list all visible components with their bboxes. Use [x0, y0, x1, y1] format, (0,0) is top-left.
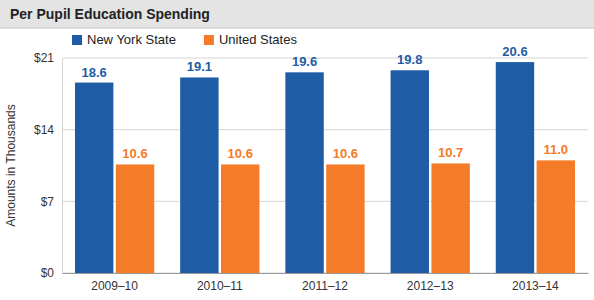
- bar: [285, 72, 323, 273]
- title-bar-border: [0, 28, 594, 29]
- y-tick-label: $0: [41, 266, 55, 280]
- x-tick: 2012–13: [407, 273, 454, 293]
- bar-series: [116, 160, 575, 273]
- bar: [180, 77, 218, 273]
- x-tick-label: 2009–10: [91, 279, 138, 293]
- title: Per Pupil Education Spending: [10, 6, 210, 22]
- legend-item: United States: [204, 32, 298, 47]
- y-axis-title: Amounts in Thousands: [4, 104, 18, 227]
- legend-label: United States: [219, 32, 298, 47]
- y-tick-label: $21: [34, 51, 54, 65]
- bar: [537, 160, 575, 273]
- bar: [116, 164, 154, 273]
- y-tick-label: $14: [34, 123, 54, 137]
- data-label: 20.6: [502, 44, 527, 59]
- y-tick: $7: [41, 195, 62, 209]
- bar: [326, 164, 364, 273]
- y-axis-line: [62, 59, 63, 274]
- data-label: 19.6: [292, 54, 317, 69]
- x-tick: 2010–11: [197, 273, 243, 293]
- data-label: 10.7: [438, 145, 463, 160]
- title-bar: [0, 0, 594, 28]
- bar: [75, 83, 113, 273]
- y-tick-label: $7: [41, 195, 55, 209]
- y-tick: $14: [34, 123, 62, 137]
- bar: [391, 70, 429, 273]
- legend-item: New York State: [72, 32, 176, 47]
- plot: $0$7$14$212009–102010–112011–122012–1320…: [34, 44, 589, 292]
- chart: Per Pupil Education Spending $0 $7 $14 $21 20…: [0, 0, 594, 300]
- data-labels: 10.6 10.6 10.6 10.7 11.0: [122, 142, 568, 161]
- data-label: 11.0: [544, 142, 569, 157]
- legend-swatch: [204, 35, 214, 45]
- x-tick-label: 2013–14: [512, 279, 559, 293]
- x-tick-label: 2012–13: [407, 279, 454, 293]
- grid: [62, 58, 588, 273]
- legend-swatch: [72, 35, 82, 45]
- x-tick: 2013–14: [512, 273, 559, 293]
- y-tick: $21: [34, 51, 62, 65]
- x-tick: 2011–12: [302, 273, 348, 293]
- x-axis-line: [63, 273, 589, 274]
- data-label: 19.1: [187, 59, 212, 74]
- bar: [431, 163, 469, 273]
- legend: New York State United States: [72, 32, 297, 47]
- x-axis: 2009–10 2010–11 2011–12 2012–13 2013–14: [63, 273, 589, 293]
- y-axis: $0 $7 $14 $21: [34, 51, 63, 280]
- bars: [75, 62, 575, 273]
- bar: [496, 62, 534, 273]
- x-tick-label: 2010–11: [197, 279, 243, 293]
- x-tick: 2009–10: [91, 273, 138, 293]
- legend-label: New York State: [87, 32, 176, 47]
- y-tick: $0: [41, 266, 62, 280]
- bar-series: [75, 62, 534, 273]
- data-label: 10.6: [333, 146, 358, 161]
- data-label: 19.8: [397, 52, 422, 67]
- bar: [221, 164, 259, 273]
- data-label: 10.6: [122, 146, 147, 161]
- data-label: 10.6: [228, 146, 253, 161]
- data-label: 18.6: [82, 65, 107, 80]
- x-tick-label: 2011–12: [302, 279, 348, 293]
- data-labels: 18.6 19.1 19.6 19.8 20.6: [82, 44, 528, 79]
